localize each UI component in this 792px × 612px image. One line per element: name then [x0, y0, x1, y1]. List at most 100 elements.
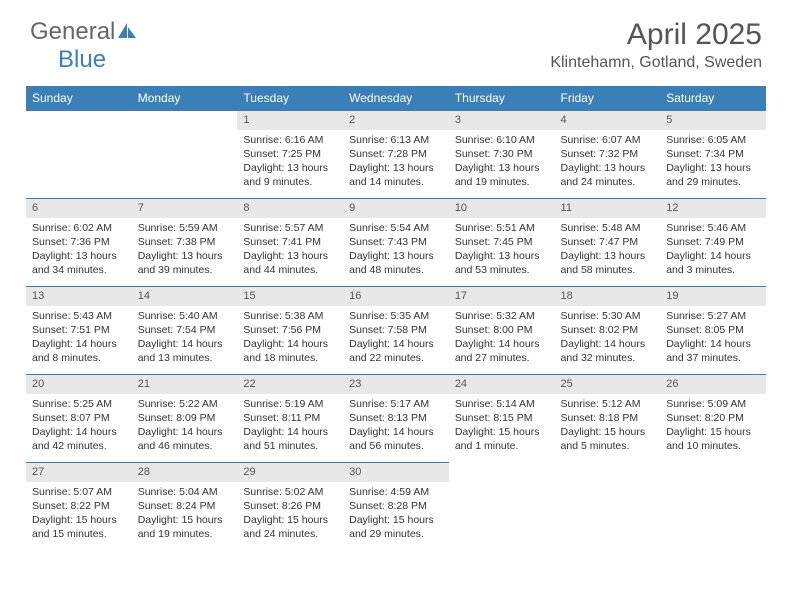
daylight-text-2: and 13 minutes.	[138, 351, 232, 365]
sunrise-text: Sunrise: 5:19 AM	[243, 397, 337, 411]
daylight-text-2: and 51 minutes.	[243, 439, 337, 453]
daylight-text-1: Daylight: 13 hours	[455, 249, 549, 263]
sunset-text: Sunset: 7:34 PM	[666, 147, 760, 161]
daylight-text-1: Daylight: 15 hours	[455, 425, 549, 439]
sunrise-text: Sunrise: 6:16 AM	[243, 133, 337, 147]
logo-text-2: Blue	[58, 46, 106, 73]
day-body: Sunrise: 5:51 AMSunset: 7:45 PMDaylight:…	[449, 218, 555, 282]
day-body: Sunrise: 6:16 AMSunset: 7:25 PMDaylight:…	[237, 130, 343, 194]
sunrise-text: Sunrise: 5:07 AM	[32, 485, 126, 499]
sunrise-text: Sunrise: 5:04 AM	[138, 485, 232, 499]
day-number-strip: 14	[132, 286, 238, 306]
sunset-text: Sunset: 8:02 PM	[561, 323, 655, 337]
daylight-text-2: and 9 minutes.	[243, 175, 337, 189]
calendar-week: 27Sunrise: 5:07 AMSunset: 8:22 PMDayligh…	[26, 462, 766, 550]
sunrise-text: Sunrise: 5:43 AM	[32, 309, 126, 323]
calendar-week: 6Sunrise: 6:02 AMSunset: 7:36 PMDaylight…	[26, 198, 766, 286]
sunset-text: Sunset: 8:07 PM	[32, 411, 126, 425]
day-body: Sunrise: 5:46 AMSunset: 7:49 PMDaylight:…	[660, 218, 766, 282]
sunset-text: Sunset: 7:41 PM	[243, 235, 337, 249]
calendar-cell: 25Sunrise: 5:12 AMSunset: 8:18 PMDayligh…	[555, 374, 661, 462]
daylight-text-2: and 27 minutes.	[455, 351, 549, 365]
day-body: Sunrise: 5:02 AMSunset: 8:26 PMDaylight:…	[237, 482, 343, 546]
sunset-text: Sunset: 8:26 PM	[243, 499, 337, 513]
daylight-text-1: Daylight: 14 hours	[243, 425, 337, 439]
calendar-cell: 28Sunrise: 5:04 AMSunset: 8:24 PMDayligh…	[132, 462, 238, 550]
sunrise-text: Sunrise: 5:35 AM	[349, 309, 443, 323]
day-body: Sunrise: 5:27 AMSunset: 8:05 PMDaylight:…	[660, 306, 766, 370]
daylight-text-2: and 48 minutes.	[349, 263, 443, 277]
calendar-cell: 23Sunrise: 5:17 AMSunset: 8:13 PMDayligh…	[343, 374, 449, 462]
page-header: GeneralBlue April 2025 Klintehamn, Gotla…	[0, 0, 792, 80]
daylight-text-2: and 58 minutes.	[561, 263, 655, 277]
daylight-text-2: and 3 minutes.	[666, 263, 760, 277]
day-body: Sunrise: 5:07 AMSunset: 8:22 PMDaylight:…	[26, 482, 132, 546]
calendar-cell: 1Sunrise: 6:16 AMSunset: 7:25 PMDaylight…	[237, 110, 343, 198]
sunset-text: Sunset: 8:20 PM	[666, 411, 760, 425]
sunset-text: Sunset: 8:28 PM	[349, 499, 443, 513]
day-number-strip: 22	[237, 374, 343, 394]
sunrise-text: Sunrise: 6:02 AM	[32, 221, 126, 235]
daylight-text-1: Daylight: 13 hours	[243, 249, 337, 263]
sunset-text: Sunset: 7:25 PM	[243, 147, 337, 161]
calendar-cell: 7Sunrise: 5:59 AMSunset: 7:38 PMDaylight…	[132, 198, 238, 286]
calendar-cell: 19Sunrise: 5:27 AMSunset: 8:05 PMDayligh…	[660, 286, 766, 374]
day-number-strip: 18	[555, 286, 661, 306]
sunset-text: Sunset: 8:09 PM	[138, 411, 232, 425]
daylight-text-2: and 29 minutes.	[666, 175, 760, 189]
daylight-text-2: and 32 minutes.	[561, 351, 655, 365]
daylight-text-1: Daylight: 13 hours	[32, 249, 126, 263]
sunset-text: Sunset: 7:58 PM	[349, 323, 443, 337]
day-body: Sunrise: 5:25 AMSunset: 8:07 PMDaylight:…	[26, 394, 132, 458]
day-body: Sunrise: 6:10 AMSunset: 7:30 PMDaylight:…	[449, 130, 555, 194]
calendar-cell: 27Sunrise: 5:07 AMSunset: 8:22 PMDayligh…	[26, 462, 132, 550]
day-number-strip: 27	[26, 462, 132, 482]
sunrise-text: Sunrise: 6:13 AM	[349, 133, 443, 147]
calendar-cell: 2Sunrise: 6:13 AMSunset: 7:28 PMDaylight…	[343, 110, 449, 198]
sunrise-text: Sunrise: 5:51 AM	[455, 221, 549, 235]
daylight-text-2: and 10 minutes.	[666, 439, 760, 453]
daylight-text-1: Daylight: 13 hours	[243, 161, 337, 175]
calendar-cell: .	[132, 110, 238, 198]
daylight-text-1: Daylight: 14 hours	[32, 425, 126, 439]
sunrise-text: Sunrise: 5:54 AM	[349, 221, 443, 235]
daylight-text-1: Daylight: 13 hours	[561, 249, 655, 263]
sunrise-text: Sunrise: 5:27 AM	[666, 309, 760, 323]
location: Klintehamn, Gotland, Sweden	[550, 54, 762, 72]
day-body: Sunrise: 5:17 AMSunset: 8:13 PMDaylight:…	[343, 394, 449, 458]
calendar-head: SundayMondayTuesdayWednesdayThursdayFrid…	[26, 86, 766, 110]
daylight-text-2: and 15 minutes.	[32, 527, 126, 541]
weekday-header: Thursday	[449, 86, 555, 110]
calendar-table: SundayMondayTuesdayWednesdayThursdayFrid…	[26, 86, 766, 550]
sunrise-text: Sunrise: 5:12 AM	[561, 397, 655, 411]
calendar-cell: 14Sunrise: 5:40 AMSunset: 7:54 PMDayligh…	[132, 286, 238, 374]
daylight-text-2: and 19 minutes.	[455, 175, 549, 189]
calendar-cell: 13Sunrise: 5:43 AMSunset: 7:51 PMDayligh…	[26, 286, 132, 374]
sunrise-text: Sunrise: 5:57 AM	[243, 221, 337, 235]
daylight-text-1: Daylight: 13 hours	[138, 249, 232, 263]
daylight-text-1: Daylight: 15 hours	[138, 513, 232, 527]
calendar-cell: 5Sunrise: 6:05 AMSunset: 7:34 PMDaylight…	[660, 110, 766, 198]
sunset-text: Sunset: 7:49 PM	[666, 235, 760, 249]
daylight-text-1: Daylight: 14 hours	[138, 425, 232, 439]
logo: GeneralBlue	[30, 18, 139, 74]
day-number-strip: 21	[132, 374, 238, 394]
daylight-text-2: and 53 minutes.	[455, 263, 549, 277]
calendar-cell: 21Sunrise: 5:22 AMSunset: 8:09 PMDayligh…	[132, 374, 238, 462]
sunrise-text: Sunrise: 5:32 AM	[455, 309, 549, 323]
daylight-text-1: Daylight: 14 hours	[561, 337, 655, 351]
calendar-cell: 8Sunrise: 5:57 AMSunset: 7:41 PMDaylight…	[237, 198, 343, 286]
sunrise-text: Sunrise: 5:22 AM	[138, 397, 232, 411]
daylight-text-2: and 44 minutes.	[243, 263, 337, 277]
sunrise-text: Sunrise: 6:10 AM	[455, 133, 549, 147]
sunset-text: Sunset: 7:30 PM	[455, 147, 549, 161]
weekday-header: Tuesday	[237, 86, 343, 110]
day-number-strip: 16	[343, 286, 449, 306]
sunset-text: Sunset: 7:36 PM	[32, 235, 126, 249]
weekday-header: Wednesday	[343, 86, 449, 110]
daylight-text-2: and 8 minutes.	[32, 351, 126, 365]
day-body: Sunrise: 4:59 AMSunset: 8:28 PMDaylight:…	[343, 482, 449, 546]
daylight-text-1: Daylight: 15 hours	[243, 513, 337, 527]
day-body: Sunrise: 5:22 AMSunset: 8:09 PMDaylight:…	[132, 394, 238, 458]
daylight-text-1: Daylight: 14 hours	[138, 337, 232, 351]
